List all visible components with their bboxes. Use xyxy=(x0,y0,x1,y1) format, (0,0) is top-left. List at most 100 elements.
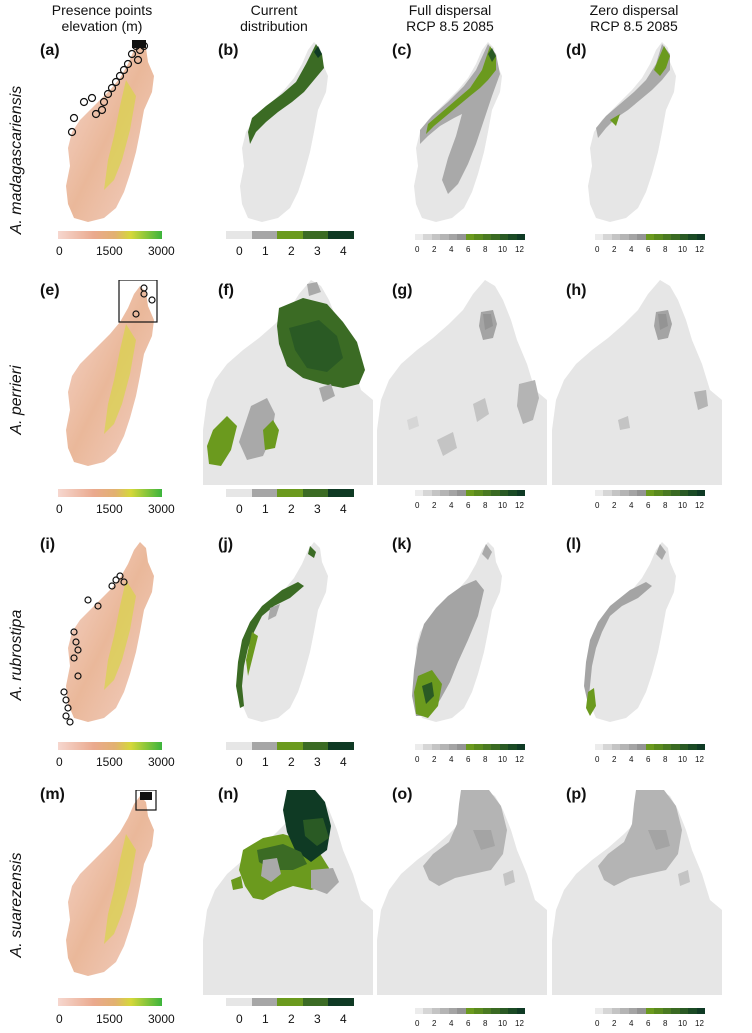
tick-label: 0 xyxy=(236,502,243,516)
tick-label: 0 xyxy=(415,755,420,764)
full-dispersal-map-g xyxy=(377,280,547,485)
tick-label: 8 xyxy=(663,755,668,764)
tick-label: 0 xyxy=(595,755,600,764)
tick-label: 3000 xyxy=(148,244,175,258)
highland-band xyxy=(104,80,136,190)
tick-label: 0 xyxy=(236,1012,243,1026)
tick-label: 2 xyxy=(432,1019,437,1028)
full-dispersal-map-k xyxy=(412,542,502,722)
tick-label: 0 xyxy=(415,245,420,254)
tick-label: 8 xyxy=(483,501,488,510)
tick-label: 4 xyxy=(449,755,454,764)
presence-points-e xyxy=(132,284,156,318)
tick-label: 6 xyxy=(646,1019,651,1028)
presence-cluster xyxy=(140,792,152,800)
row-label-madagascariensis: A. madagascariensis xyxy=(8,85,25,235)
tick-label: 8 xyxy=(483,1019,488,1028)
legend-future-o xyxy=(415,1008,526,1014)
legend-future-h xyxy=(595,490,706,496)
tick-label: 1500 xyxy=(96,755,123,769)
tick-label: 12 xyxy=(695,245,704,254)
elevation-map-m xyxy=(66,790,157,976)
tick-label: 12 xyxy=(515,501,524,510)
tick-label: 10 xyxy=(498,245,507,254)
presence-points-i xyxy=(60,572,128,726)
tick-label: 3 xyxy=(314,502,321,516)
tick-label: 4 xyxy=(449,501,454,510)
row-label-suarezensis: A. suarezensis xyxy=(8,852,25,958)
legend-current-f xyxy=(226,489,354,497)
tick-label: 2 xyxy=(432,245,437,254)
tick-label: 12 xyxy=(695,501,704,510)
panel-letter-m: (m) xyxy=(40,786,65,803)
tick-label: 0 xyxy=(56,502,63,516)
tick-label: 12 xyxy=(515,1019,524,1028)
column-title-current: Current distribution xyxy=(240,2,308,34)
tick-label: 10 xyxy=(678,501,687,510)
elevation-map-a xyxy=(66,40,154,222)
inset-box xyxy=(135,790,157,811)
tick-label: 0 xyxy=(595,245,600,254)
elevation-map-i xyxy=(60,542,154,726)
panel-letter-k: (k) xyxy=(392,536,412,553)
tick-label: 10 xyxy=(678,245,687,254)
tick-label: 0 xyxy=(236,755,243,769)
tick-label: 1 xyxy=(262,755,269,769)
tick-label: 6 xyxy=(646,245,651,254)
tick-label: 0 xyxy=(236,244,243,258)
presence-cluster xyxy=(132,40,146,48)
panel-letter-o: (o) xyxy=(392,786,413,803)
tick-label: 8 xyxy=(663,245,668,254)
tick-label: 0 xyxy=(595,501,600,510)
tick-label: 6 xyxy=(646,755,651,764)
legend-current-b xyxy=(226,231,354,239)
legend-elevation-i xyxy=(58,742,162,750)
legend-elevation-m xyxy=(58,998,162,1006)
legend-current-n xyxy=(226,998,354,1006)
current-map-f xyxy=(203,280,373,485)
tick-label: 2 xyxy=(612,501,617,510)
tick-label: 4 xyxy=(629,1019,634,1028)
tick-label: 3 xyxy=(314,755,321,769)
tick-label: 2 xyxy=(612,245,617,254)
tick-label: 12 xyxy=(695,755,704,764)
inset-box xyxy=(118,280,158,323)
tick-label: 4 xyxy=(340,502,347,516)
tick-label: 2 xyxy=(432,501,437,510)
legend-future-p xyxy=(595,1008,706,1014)
tick-label: 0 xyxy=(56,755,63,769)
tick-label: 4 xyxy=(629,755,634,764)
full-dispersal-map-o xyxy=(377,790,547,995)
panel-letter-b: (b) xyxy=(218,42,239,59)
tick-label: 10 xyxy=(678,1019,687,1028)
zero-dispersal-map-h xyxy=(552,280,722,485)
tick-label: 0 xyxy=(56,244,63,258)
tick-label: 2 xyxy=(288,502,295,516)
tick-label: 4 xyxy=(449,245,454,254)
tick-label: 12 xyxy=(515,755,524,764)
zero-dispersal-map-d xyxy=(588,42,676,222)
legend-future-c xyxy=(415,234,526,240)
tick-label: 6 xyxy=(466,1019,471,1028)
panel-letter-f: (f) xyxy=(218,282,234,299)
zero-dispersal-map-l xyxy=(584,542,676,722)
tick-label: 10 xyxy=(498,1019,507,1028)
legend-future-g xyxy=(415,490,526,496)
legend-current-j xyxy=(226,742,354,750)
legend-future-d xyxy=(595,234,706,240)
tick-label: 4 xyxy=(340,1012,347,1026)
row-label-perrieri: A. perrieri xyxy=(8,365,25,435)
panel-letter-e: (e) xyxy=(40,282,60,299)
panel-letter-d: (d) xyxy=(566,42,587,59)
tick-label: 10 xyxy=(498,501,507,510)
tick-label: 12 xyxy=(515,245,524,254)
tick-label: 3 xyxy=(314,244,321,258)
full-dispersal-map-c xyxy=(414,42,502,222)
tick-label: 8 xyxy=(663,1019,668,1028)
tick-label: 0 xyxy=(56,1012,63,1026)
legend-elevation-a xyxy=(58,231,162,239)
tick-label: 10 xyxy=(678,755,687,764)
tick-label: 2 xyxy=(432,755,437,764)
tick-label: 4 xyxy=(629,245,634,254)
tick-label: 3000 xyxy=(148,1012,175,1026)
